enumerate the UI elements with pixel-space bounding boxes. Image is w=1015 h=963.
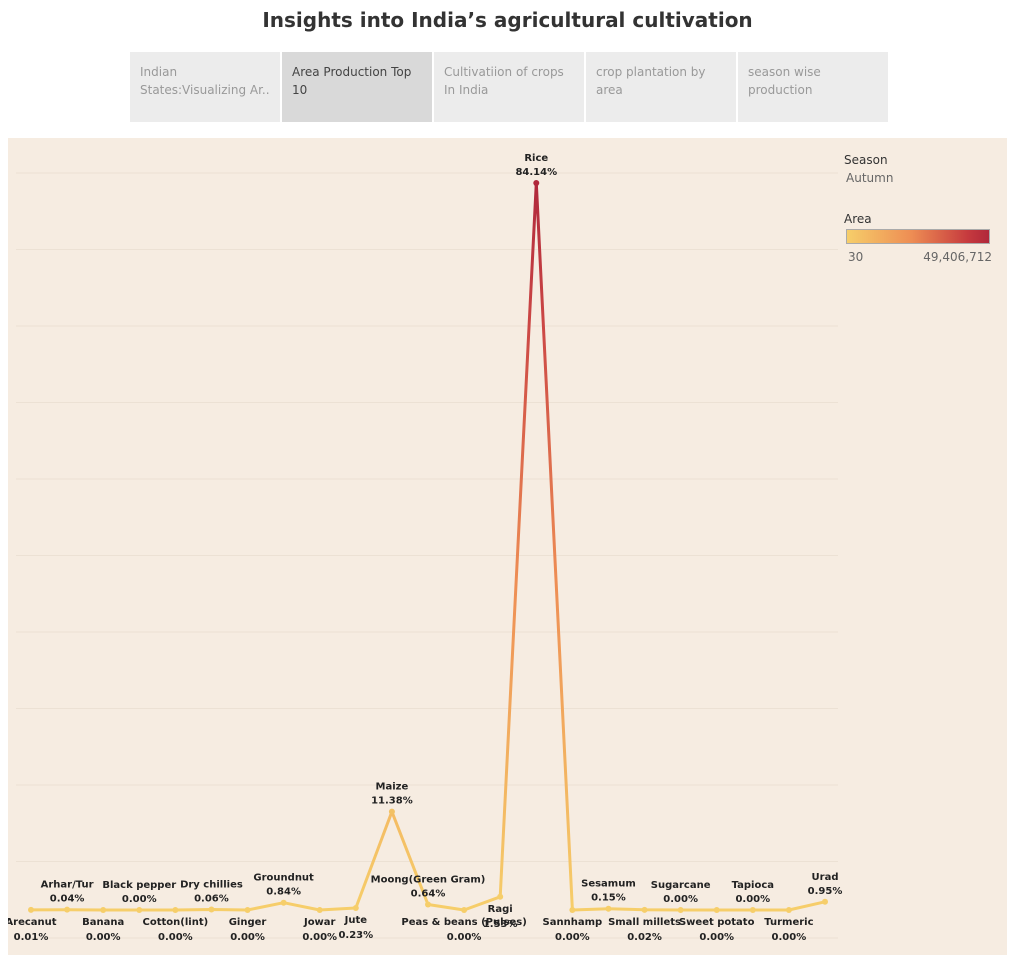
data-label-value: 0.00% [699, 932, 734, 943]
data-label-name: Arhar/Tur [41, 880, 94, 891]
data-point[interactable] [280, 899, 287, 906]
data-label-name: Black pepper [102, 880, 176, 891]
data-label-name: Maize [376, 782, 409, 793]
data-point[interactable] [316, 907, 323, 913]
data-label-value: 1.53% [483, 919, 518, 930]
season-legend-value[interactable]: Autumn [846, 171, 894, 185]
data-point[interactable] [244, 907, 251, 913]
data-label-value: 0.00% [555, 932, 590, 943]
data-label-name: Ginger [229, 917, 267, 928]
data-label-value: 0.00% [447, 932, 482, 943]
data-label-name: Arecanut [8, 917, 57, 928]
data-label-value: 0.06% [194, 893, 229, 904]
data-point[interactable] [497, 893, 504, 900]
data-label-value: 0.00% [772, 932, 807, 943]
data-point[interactable] [136, 907, 143, 913]
data-label-name: Small millets [608, 917, 681, 928]
series-line [30, 181, 826, 912]
data-label-name: Banana [82, 917, 124, 928]
data-labels: Arecanut 0.01% Arhar/Tur 0.04% Banana 0.00% Bl… [5, 153, 843, 943]
data-label-name: Cotton(lint) [143, 917, 209, 928]
area-legend-min: 30 [848, 250, 864, 264]
data-point[interactable] [208, 906, 215, 913]
data-label-value: 0.00% [86, 932, 121, 943]
data-label-name: Groundnut [253, 873, 314, 884]
tab-cultivation-of-crops[interactable]: Cultivatiion of crops In India [434, 52, 584, 122]
data-label-name: Sesamum [581, 879, 636, 890]
data-point[interactable] [64, 906, 71, 913]
data-point[interactable] [569, 907, 576, 913]
data-label-name: Urad [812, 872, 839, 883]
data-point[interactable] [677, 907, 684, 913]
data-label-name: Rice [524, 153, 548, 164]
data-label-name: Jute [344, 915, 368, 926]
data-label-name: Sweet potato [679, 917, 755, 928]
season-legend-title: Season [844, 153, 888, 167]
data-point[interactable] [641, 906, 648, 913]
area-legend-max: 49,406,712 [923, 250, 992, 264]
data-label-value: 0.00% [230, 932, 265, 943]
data-point[interactable] [822, 898, 828, 905]
area-legend-title: Area [844, 212, 872, 226]
data-label-value: 11.38% [371, 796, 413, 807]
data-point[interactable] [352, 905, 359, 912]
dashboard-tabs: Indian States:Visualizing Ar.. Area Prod… [130, 52, 888, 122]
tab-indian-states[interactable]: Indian States:Visualizing Ar.. [130, 52, 280, 122]
data-label-name: Peas & beans (Pulses) [401, 917, 526, 928]
data-point[interactable] [713, 907, 720, 913]
data-label-name: Sugarcane [651, 880, 711, 891]
data-label-value: 0.00% [122, 894, 157, 905]
line-chart[interactable]: Arecanut 0.01% Arhar/Tur 0.04% Banana 0.00% Bl… [5, 138, 1007, 955]
data-label-name: Jowar [303, 917, 336, 928]
data-point[interactable] [605, 905, 612, 912]
area-color-ramp [846, 229, 990, 244]
data-label-value: 0.01% [14, 932, 49, 943]
data-points [28, 180, 828, 913]
data-label-value: 0.00% [735, 894, 770, 905]
data-label-name: Dry chillies [180, 879, 243, 890]
chart-panel: Arecanut 0.01% Arhar/Tur 0.04% Banana 0.00% Bl… [5, 138, 1007, 955]
data-label-value: 0.00% [158, 932, 193, 943]
data-label-name: Moong(Green Gram) [371, 874, 486, 885]
data-label-value: 0.04% [50, 894, 85, 905]
data-point[interactable] [785, 907, 792, 913]
data-label-value: 0.84% [266, 887, 301, 898]
data-point[interactable] [28, 906, 34, 913]
data-label-value: 0.64% [411, 888, 446, 899]
data-point[interactable] [461, 907, 468, 913]
data-label-value: 0.00% [663, 894, 698, 905]
tab-season-wise-production[interactable]: season wise production [738, 52, 888, 122]
tab-area-production-top-10[interactable]: Area Production Top 10 [282, 52, 432, 122]
series-rice-area [30, 181, 826, 912]
data-label-name: Tapioca [732, 880, 774, 891]
data-point[interactable] [388, 808, 395, 815]
data-point[interactable] [425, 901, 431, 908]
data-label-value: 0.95% [808, 886, 843, 897]
data-point[interactable] [533, 180, 540, 186]
data-point[interactable] [749, 907, 756, 913]
data-label-name: Ragi [488, 904, 513, 915]
tab-crop-plantation-by-area[interactable]: crop plantation by area [586, 52, 736, 122]
data-label-value: 0.23% [338, 930, 373, 941]
grid-lines [16, 172, 838, 939]
data-label-value: 0.02% [627, 932, 662, 943]
page-title: Insights into India’s agricultural culti… [262, 8, 753, 32]
data-label-value: 84.14% [515, 167, 557, 178]
data-point[interactable] [100, 907, 107, 913]
data-label-name: Sannhamp [543, 917, 603, 928]
data-label-name: Turmeric [764, 917, 813, 928]
data-point[interactable] [172, 907, 179, 913]
data-label-value: 0.00% [302, 932, 337, 943]
data-label-value: 0.15% [591, 893, 626, 904]
